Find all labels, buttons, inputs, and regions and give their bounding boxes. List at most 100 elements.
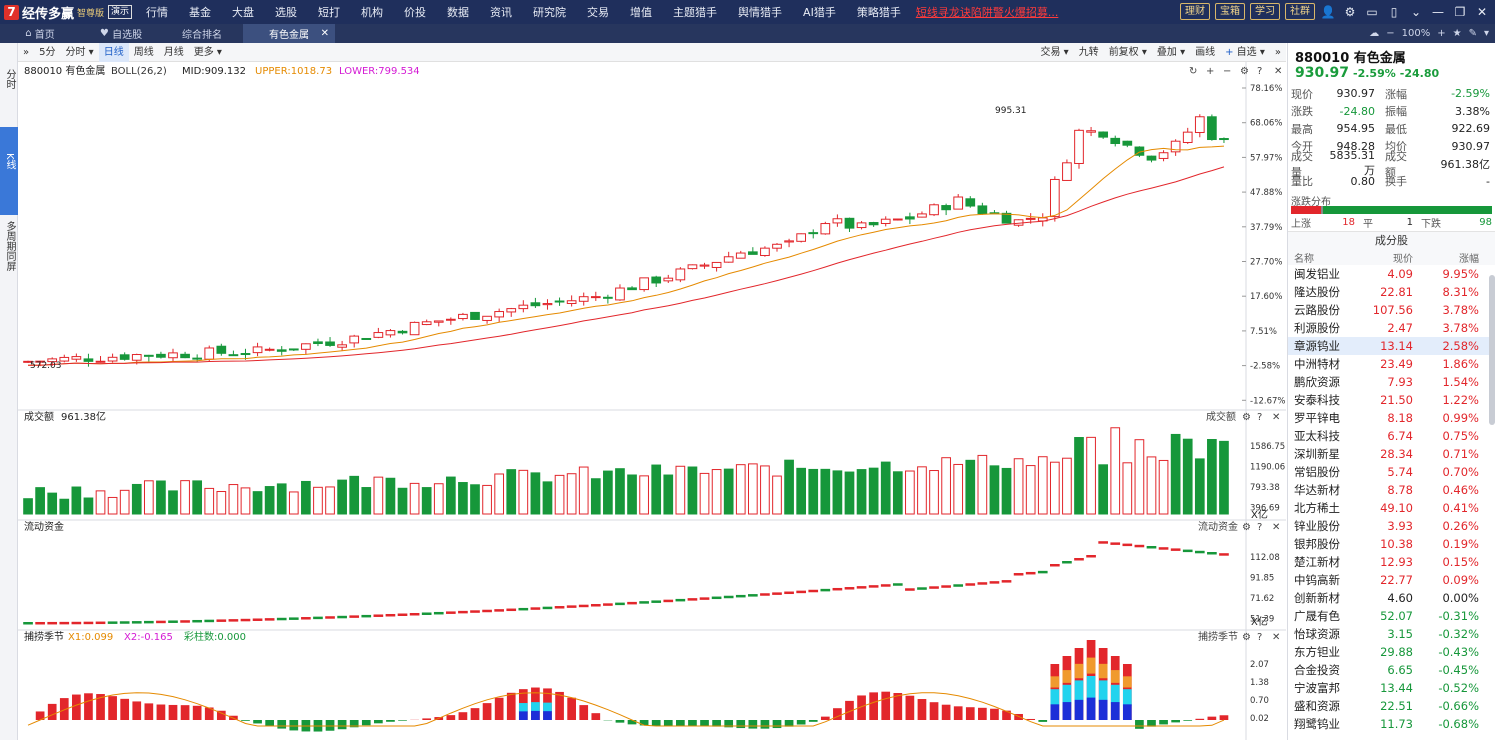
zoom-in-icon[interactable]: + (1437, 28, 1446, 39)
table-row[interactable]: 闽发铝业 4.09 9.95% (1288, 265, 1495, 283)
nav-item-10[interactable]: 交易 (587, 6, 610, 19)
app-logo[interactable]: 7 经传多赢 智尊版 演示 (0, 0, 133, 24)
nav-item-11[interactable]: 增值 (630, 6, 653, 19)
tab-home[interactable]: ⌂ 首页 (0, 24, 80, 43)
nav-item-12[interactable]: 主题猎手 (673, 6, 718, 19)
table-row[interactable]: 罗平锌电 8.18 0.99% (1288, 409, 1495, 427)
close-icon[interactable]: ✕ (1476, 4, 1488, 19)
zoom-out-icon[interactable]: − (1386, 28, 1395, 39)
licai-button[interactable]: 理财 (1180, 3, 1210, 20)
close-tab-icon[interactable]: ✕ (320, 28, 329, 39)
table-row[interactable]: 中洲特材 23.49 1.86% (1288, 355, 1495, 373)
table-row[interactable]: 常铝股份 5.74 0.70% (1288, 463, 1495, 481)
table-row[interactable]: 深圳新星 28.34 0.71% (1288, 445, 1495, 463)
candlestick-chart[interactable] (23, 114, 1229, 367)
table-row[interactable]: 合金投资 6.65 -0.45% (1288, 661, 1495, 679)
period-intraday[interactable]: 分时 ▾ (65, 46, 94, 58)
table-row[interactable]: 宁波富邦 13.44 -0.52% (1288, 679, 1495, 697)
view-multi-period[interactable]: 多周期同屏 (0, 215, 18, 315)
tab-nonferrous[interactable]: 有色金属 ✕ (243, 24, 335, 43)
flow-chart[interactable] (23, 541, 1229, 625)
volume-bar (687, 466, 698, 515)
tab-ranking[interactable]: 综合排名 (162, 24, 242, 43)
table-row[interactable]: 中钨高新 22.77 0.09% (1288, 571, 1495, 589)
expand-icon[interactable]: » (1274, 47, 1281, 58)
nav-item-8[interactable]: 资讯 (490, 6, 513, 19)
nav-item-6[interactable]: 价投 (404, 6, 427, 19)
nav-item-14[interactable]: AI猎手 (803, 6, 836, 19)
table-row[interactable]: 翔鹭钨业 11.73 -0.68% (1288, 715, 1495, 733)
overlay-menu[interactable]: 叠加 ▾ (1156, 47, 1186, 58)
chart-area[interactable]: 880010 有色金属 BOLL(26,2) MID:909.132 UPPER… (18, 62, 1286, 740)
table-row[interactable]: 亚太科技 6.74 0.75% (1288, 427, 1495, 445)
season-chart[interactable] (27, 640, 1229, 732)
col-price[interactable]: 现价 (1393, 253, 1413, 265)
split-icon[interactable]: ▯ (1390, 4, 1398, 19)
nav-item-0[interactable]: 行情 (146, 6, 169, 19)
col-name[interactable]: 名称 (1294, 253, 1314, 265)
stock-name: 云路股份 (1294, 303, 1340, 317)
restore-icon[interactable]: ❐ (1454, 4, 1466, 19)
table-row[interactable]: 盛和资源 22.51 -0.66% (1288, 697, 1495, 715)
nav-item-13[interactable]: 舆情猎手 (738, 6, 783, 19)
table-row[interactable]: 利源股份 2.47 3.78% (1288, 319, 1495, 337)
table-row[interactable]: 银邦股份 10.38 0.19% (1288, 535, 1495, 553)
promo-link[interactable]: 短线寻龙诀陷阱警火爆招募... (915, 6, 1059, 19)
nav-item-3[interactable]: 选股 (275, 6, 298, 19)
nav-item-4[interactable]: 短打 (318, 6, 341, 19)
nav-item-15[interactable]: 策略猎手 (856, 6, 901, 19)
period-daily[interactable]: 日线 (98, 42, 129, 62)
table-row[interactable]: 安泰科技 21.50 1.22% (1288, 391, 1495, 409)
season-bar-neg (676, 720, 685, 726)
minimize-icon[interactable]: — (1432, 4, 1444, 19)
draw-line-button[interactable]: 画线 (1195, 47, 1216, 58)
add-watchlist-button[interactable]: + 自选 ▾ (1225, 47, 1265, 58)
period-weekly[interactable]: 周线 (133, 46, 154, 58)
view-kline[interactable]: K线 (0, 127, 18, 215)
study-button[interactable]: 学习 (1250, 3, 1280, 20)
menu-icon[interactable]: ▾ (1483, 28, 1489, 39)
view-intraday[interactable]: 分时 (0, 43, 18, 127)
adjust-menu[interactable]: 前复权 ▾ (1108, 47, 1147, 58)
treasure-button[interactable]: 宝箱 (1215, 3, 1245, 20)
table-row[interactable]: 章源钨业 13.14 2.58% (1288, 337, 1495, 355)
period-more[interactable]: 更多 ▾ (193, 46, 222, 58)
table-row[interactable]: 华达新材 8.78 0.46% (1288, 481, 1495, 499)
star-icon[interactable]: ★ (1452, 28, 1462, 39)
quote-row: 最高 954.95 最低 922.69 (1288, 120, 1495, 138)
nav-item-2[interactable]: 大盘 (232, 6, 255, 19)
nav-item-1[interactable]: 基金 (189, 6, 212, 19)
table-row[interactable]: 隆达股份 22.81 8.31% (1288, 283, 1495, 301)
nav-item-9[interactable]: 研究院 (533, 6, 567, 19)
tab-watchlist[interactable]: ♥ 自选股 (81, 24, 161, 43)
period-5min[interactable]: 5分 (39, 46, 56, 58)
table-row[interactable]: 锌业股份 3.93 0.26% (1288, 517, 1495, 535)
window-layout-icon[interactable]: ▭ (1366, 4, 1378, 19)
table-row[interactable]: 北方稀土 49.10 0.41% (1288, 499, 1495, 517)
collapse-icon[interactable]: » (23, 46, 30, 58)
table-row[interactable]: 怡球资源 3.15 -0.32% (1288, 625, 1495, 643)
cloud-icon[interactable]: ☁ (1369, 28, 1380, 39)
user-icon[interactable]: 👤 (1320, 4, 1336, 19)
col-change[interactable]: 涨幅 (1459, 253, 1479, 265)
edit-icon[interactable]: ✎ (1468, 28, 1477, 39)
nav-item-5[interactable]: 机构 (361, 6, 384, 19)
period-monthly[interactable]: 月线 (163, 46, 184, 58)
nine-turn-button[interactable]: 九转 (1078, 47, 1099, 58)
table-row[interactable]: 广晟有色 52.07 -0.31% (1288, 607, 1495, 625)
boll-indicator[interactable]: BOLL(26,2) (111, 66, 167, 77)
gear-icon[interactable]: ⚙ (1344, 4, 1356, 19)
flow-bar (228, 619, 239, 622)
table-row[interactable]: 东方钽业 29.88 -0.43% (1288, 643, 1495, 661)
nav-item-7[interactable]: 数据 (447, 6, 470, 19)
table-row[interactable]: 楚江新材 12.93 0.15% (1288, 553, 1495, 571)
chevron-down-icon[interactable]: ⌄ (1410, 4, 1422, 19)
table-row[interactable]: 鹏欣资源 7.93 1.54% (1288, 373, 1495, 391)
trade-menu[interactable]: 交易 ▾ (1040, 47, 1069, 58)
scrollbar[interactable] (1489, 275, 1495, 425)
volume-chart[interactable] (23, 427, 1229, 515)
table-row[interactable]: 云路股份 107.56 3.78% (1288, 301, 1495, 319)
season-bar-neg (337, 720, 347, 730)
table-row[interactable]: 创新新材 4.60 0.00% (1288, 589, 1495, 607)
community-button[interactable]: 社群 (1285, 3, 1315, 20)
